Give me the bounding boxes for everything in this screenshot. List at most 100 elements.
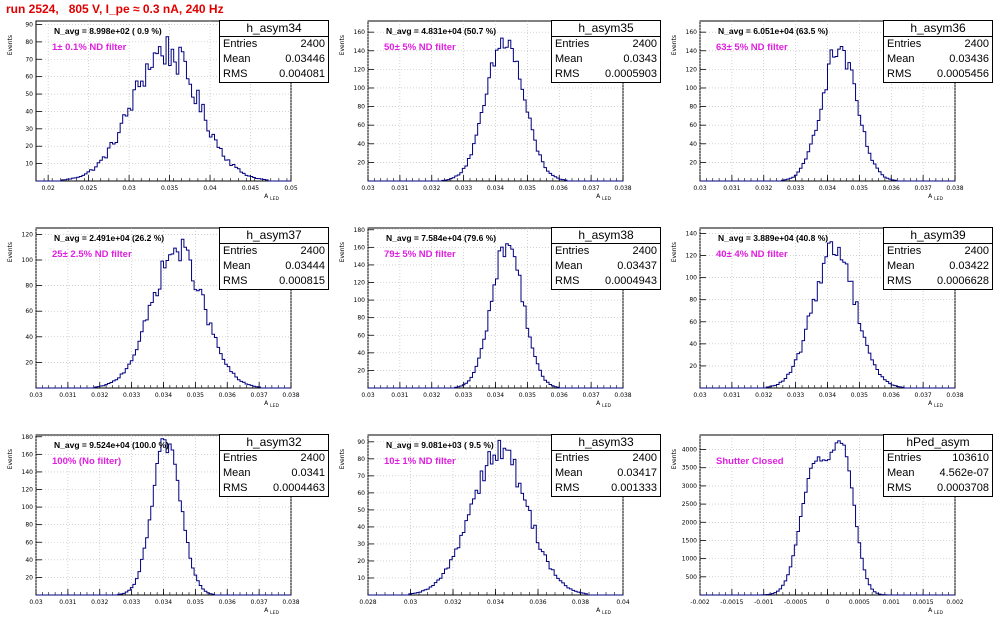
x-tick-label: 0.035 xyxy=(851,185,868,192)
stats-row-rms: RMS 0.0003708 xyxy=(884,481,992,496)
stats-box: h_asym36 Entries 2400 Mean 0.03436 RMS 0.00054… xyxy=(883,20,993,83)
x-tick-label: 0.038 xyxy=(614,392,631,399)
stats-value: 0.0003708 xyxy=(937,482,989,494)
stats-key: Mean xyxy=(887,53,915,65)
x-tick-label: 0.002 xyxy=(946,599,963,606)
stats-value: 0.03446 xyxy=(285,53,325,65)
x-axis-title: A LED xyxy=(264,400,279,409)
x-tick-label: 0.001 xyxy=(883,599,900,606)
x-tick-label: 0.025 xyxy=(80,185,97,192)
histogram-name: h_asym39 xyxy=(884,228,992,244)
histogram-pad-h_asym35: 0.03 0.031 0.032 0.033 0.034 0.035 0.036 0.037 0… xyxy=(332,0,664,207)
y-tick-label: 40 xyxy=(25,334,33,341)
stats-row-mean: Mean 0.03436 xyxy=(884,52,992,67)
histogram-series xyxy=(36,238,291,389)
y-tick-label: 140 xyxy=(686,231,698,238)
filter-label: 1± 0.1% ND filter xyxy=(52,42,127,53)
histogram-series xyxy=(368,243,623,389)
x-tick-label: 0.034 xyxy=(487,392,504,399)
stats-key: RMS xyxy=(223,482,248,494)
y-tick-label: 10 xyxy=(25,161,33,168)
stats-box: hPed_asym Entries 103610 Mean 4.562e-07 RMS 0.… xyxy=(883,434,993,497)
filter-label: Shutter Closed xyxy=(716,456,784,467)
stats-value: 0.03417 xyxy=(617,467,657,479)
stats-value: 2400 xyxy=(632,38,657,50)
x-tick-label: 0.036 xyxy=(551,185,568,192)
stats-key: Entries xyxy=(223,452,258,464)
stats-key: Mean xyxy=(887,260,915,272)
x-tick-label: 0.032 xyxy=(444,599,461,606)
histogram-svg: 0.028 0.03 0.032 0.034 0.036 0.038 0.04 10 20 30 4… xyxy=(339,434,630,616)
stats-key: Mean xyxy=(555,53,583,65)
stats-value: 0.004081 xyxy=(279,68,325,80)
y-tick-label: 20 xyxy=(25,359,33,366)
x-tick-label: 0.04 xyxy=(616,599,630,606)
y-tick-label: 20 xyxy=(357,558,365,565)
stats-value: 2400 xyxy=(300,452,325,464)
stats-box: h_asym39 Entries 2400 Mean 0.03422 RMS 0.00066… xyxy=(883,227,993,290)
x-tick-label: 0.031 xyxy=(59,599,76,606)
y-tick-label: 80 xyxy=(357,315,365,322)
y-tick-label: 120 xyxy=(354,66,366,73)
stats-key: RMS xyxy=(223,68,248,80)
x-tick-label: 0.02 xyxy=(41,185,55,192)
stats-box: h_asym38 Entries 2400 Mean 0.03437 RMS 0.00049… xyxy=(551,227,661,290)
stats-value: 2400 xyxy=(964,38,989,50)
histogram-pad-h_asym36: 0.03 0.031 0.032 0.033 0.034 0.035 0.036 0.037 0… xyxy=(664,0,996,207)
stats-value: 0.0006628 xyxy=(937,275,989,287)
histogram-name: h_asym34 xyxy=(220,21,328,37)
y-tick-label: 80 xyxy=(689,104,697,111)
x-tick-label: 0.034 xyxy=(487,599,504,606)
y-tick-label: 60 xyxy=(689,122,697,129)
x-tick-label: 0.035 xyxy=(161,185,178,192)
histogram-pad-h_asym38: 0.03 0.031 0.032 0.033 0.034 0.035 0.036 0.037 0… xyxy=(332,207,664,414)
stats-row-mean: Mean 0.03446 xyxy=(220,52,328,67)
y-tick-label: 100 xyxy=(354,297,366,304)
stats-key: Mean xyxy=(223,260,251,272)
x-tick-label: 0.038 xyxy=(946,392,963,399)
stats-key: Mean xyxy=(555,467,583,479)
navg-label: N_avg = 9.081e+03 ( 9.5 %) xyxy=(386,440,494,450)
stats-value: 0.03422 xyxy=(949,260,989,272)
stats-key: RMS xyxy=(555,68,580,80)
x-tick-label: 0.037 xyxy=(583,185,600,192)
x-tick-label: 0.03 xyxy=(404,599,418,606)
filter-label: 50± 5% ND filter xyxy=(384,42,456,53)
y-axis-title: Events xyxy=(671,449,678,469)
x-tick-label: 0.037 xyxy=(915,392,932,399)
y-tick-label: 80 xyxy=(25,522,33,529)
y-tick-label: 100 xyxy=(686,85,698,92)
stats-box: h_asym32 Entries 2400 Mean 0.0341 RMS 0.000446… xyxy=(219,434,329,497)
stats-value: 0.0005903 xyxy=(605,68,657,80)
stats-row-entries: Entries 2400 xyxy=(552,451,660,466)
y-tick-label: 60 xyxy=(25,74,33,81)
y-tick-label: 160 xyxy=(686,29,698,36)
stats-row-mean: Mean 0.0343 xyxy=(552,52,660,67)
filter-label: 25± 2.5% ND filter xyxy=(52,249,132,260)
stats-row-rms: RMS 0.001333 xyxy=(552,481,660,496)
y-tick-label: 2000 xyxy=(682,519,697,526)
y-tick-label: 3500 xyxy=(682,465,697,472)
y-tick-label: 20 xyxy=(25,143,33,150)
navg-label: N_avg = 9.524e+04 (100.0 %) xyxy=(54,440,169,450)
stats-key: RMS xyxy=(887,275,912,287)
histogram-series xyxy=(36,36,291,182)
y-tick-label: 60 xyxy=(357,332,365,339)
y-tick-label: 80 xyxy=(25,283,33,290)
y-tick-label: 120 xyxy=(354,280,366,287)
stats-key: Entries xyxy=(887,452,922,464)
stats-row-entries: Entries 2400 xyxy=(220,37,328,52)
x-tick-label: 0.03 xyxy=(122,185,136,192)
histogram-pad-hPed_asym: -0.002 -0.0015 -0.001 -0.0005 0 0.0005 0.001 0.… xyxy=(664,414,996,621)
histogram-name: h_asym37 xyxy=(220,228,328,244)
stats-row-rms: RMS 0.0006628 xyxy=(884,274,992,289)
x-axis-title: A LED xyxy=(264,607,279,616)
y-tick-label: 30 xyxy=(25,126,33,133)
y-tick-label: 180 xyxy=(22,434,34,441)
y-axis-title: Events xyxy=(7,242,14,262)
histogram-name: hPed_asym xyxy=(884,435,992,451)
y-tick-label: 60 xyxy=(357,490,365,497)
y-tick-label: 80 xyxy=(357,104,365,111)
x-tick-label: 0.031 xyxy=(391,392,408,399)
y-tick-label: 100 xyxy=(22,257,34,264)
